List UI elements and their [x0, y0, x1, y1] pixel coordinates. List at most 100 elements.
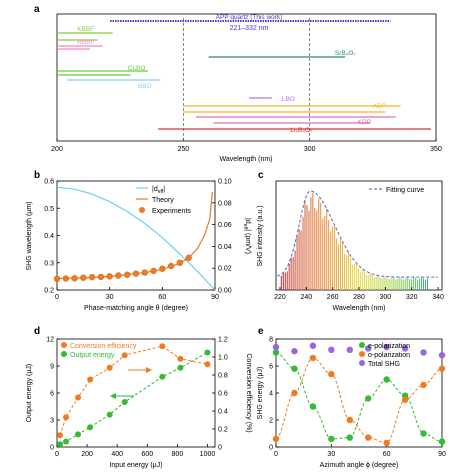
panel-c-legend-text: Fitting curve: [386, 187, 424, 194]
b-y2tick-label-3: 0.06: [218, 222, 232, 229]
legend-out-text: Output energy: [70, 352, 115, 359]
d-output-point-1: [63, 438, 70, 445]
panel-b-y2label: |deff| (pm/V): [242, 218, 251, 254]
e-point-1-4: [346, 416, 353, 424]
legend-deff-text: |deff|: [152, 186, 165, 195]
panel-c-xlabel: Wavelength (nm): [332, 305, 385, 312]
b-xtick-label-3: 90: [211, 294, 219, 301]
e-xtick-label-0: 0: [274, 451, 278, 458]
panel-label-a: a: [34, 4, 40, 15]
panel-d-xlabel: Input energy (μJ): [109, 462, 162, 469]
a-series-label-9: Li₂B₄O₇: [290, 127, 312, 134]
panel-d-chart: 0 200 400 600 800 100003691200.20.40.60.81.01…: [26, 337, 252, 470]
b-experiment-point-2: [71, 275, 78, 282]
panel-label-d: d: [34, 326, 40, 337]
d-efficiency-point-5: [121, 352, 128, 359]
panel-label-c: c: [258, 170, 264, 181]
a-series-label-7: ADP: [373, 103, 386, 110]
b-experiment-point-7: [115, 272, 122, 279]
panel-b-chart: 0 30 60 90 0.2 0.3 0.4 0.5 0.6 0.00 0.02 0.04 0.06 0.…: [26, 179, 251, 313]
a-xtick-label-0: 200: [51, 146, 63, 153]
e-point-0-4: [346, 434, 353, 441]
e-xtick-label-2: 60: [383, 451, 391, 458]
panel-e-chart: 0 30 60 90 0 2 4 6 8 Azimuth angle ϕ (degree) SH…: [257, 337, 446, 470]
d-y2tick-label-4: 0.8: [218, 373, 228, 380]
legend-eff-text: Conversion efficiency: [70, 343, 137, 350]
a-series-label-8: KDP: [358, 119, 371, 126]
legend-experiments-marker: [139, 207, 145, 213]
d-efficiency-point-4: [106, 364, 113, 371]
e-point-1-1: [291, 389, 298, 397]
b-experiment-point-6: [106, 273, 113, 280]
d-efficiency-point-1: [63, 414, 70, 421]
b-experiment-point-5: [97, 273, 105, 281]
d-xtick-label-3: 600: [141, 451, 153, 458]
d-xtick-label-0: 0: [55, 451, 59, 458]
panel-d-ylabel: Output energy (μJ): [26, 364, 33, 423]
legend-deff-sub: eff: [158, 189, 164, 195]
b-xtick-label-0: 0: [55, 294, 59, 301]
e-ytick-label-2: 4: [269, 391, 273, 398]
e-point-1-0: [272, 435, 280, 443]
c-xtick-label-0: 220: [274, 294, 286, 301]
panel-c-chart: 220 240 260 280 300 320 340 Wavelength (nm) SH…: [257, 180, 444, 312]
e-point-1-6: [383, 439, 390, 447]
d-ytick-label-2: 6: [50, 391, 54, 398]
legend-theory-text: Theory: [152, 197, 174, 204]
y2label-b-bar: |d: [244, 218, 251, 224]
d-output-point-3: [87, 424, 94, 431]
e-point-0-9: [438, 438, 446, 445]
d-ytick-label-4: 12: [46, 337, 54, 344]
d-output-point-0: [57, 441, 64, 448]
c-xtick-label-6: 340: [432, 294, 444, 301]
a-series-label-5: BBO: [138, 83, 152, 90]
panel-d-arrow-right: [128, 367, 152, 373]
panel-b-legend: |deff| Theory Experiments: [136, 186, 191, 215]
d-ytick-label-3: 9: [50, 364, 54, 371]
e-point-0-1: [291, 365, 298, 372]
panel-a-frame: [56, 13, 437, 142]
panel-d-y2label: Conversion efficiency (%): [245, 353, 252, 432]
a-series-label-0: APP quartz (This work): [216, 14, 283, 21]
legend-e-text: e-polarization: [368, 343, 410, 350]
legend-out-marker: [61, 351, 67, 357]
e-point-0-3: [328, 435, 335, 443]
d-y2tick-label-0: 0: [218, 445, 222, 452]
d-output-point-5: [121, 399, 128, 405]
b-experiment-point-12: [159, 265, 166, 272]
panel-d-arrow-left: [110, 393, 134, 399]
b-experiment-point-0: [53, 275, 61, 283]
b-experiment-point-11: [150, 267, 157, 275]
panel-d-legend: Conversion efficiency Output energy: [61, 342, 137, 359]
panel-a-xlabel: Wavelength (nm): [219, 156, 272, 163]
d-xtick-label-4: 800: [172, 451, 184, 458]
a-series-label-4: CLBO: [128, 65, 146, 72]
b-experiment-point-3: [80, 274, 87, 281]
d-y2tick-label-5: 1.0: [218, 355, 228, 362]
d-output-point-4: [106, 411, 113, 418]
d-output-point-7: [177, 364, 184, 371]
b-series-deff-line: [56, 186, 216, 291]
legend-o-text: o-polarization: [368, 352, 410, 359]
e-point-2-4: [346, 346, 353, 353]
e-fit-0: [275, 352, 443, 443]
e-point-1-9: [438, 365, 446, 372]
d-efficiency-point-3: [87, 376, 94, 383]
c-xtick-label-4: 300: [380, 294, 392, 301]
e-point-1-7: [401, 396, 409, 403]
d-y2tick-label-1: 0.2: [218, 427, 228, 434]
b-experiment-point-8: [124, 271, 131, 278]
e-point-2-7: [401, 345, 409, 352]
d-efficiency-point-0: [57, 432, 64, 439]
e-point-1-5: [365, 434, 372, 441]
b-experiment-point-13: [167, 262, 175, 270]
e-point-2-0: [272, 343, 280, 351]
b-experiment-point-10: [141, 269, 148, 276]
b-experiment-point-1: [62, 275, 69, 282]
c-xtick-label-5: 320: [406, 294, 418, 301]
e-point-2-9: [438, 352, 446, 359]
b-xtick-label-2: 60: [158, 294, 166, 301]
panel-label-e: e: [258, 326, 264, 337]
a-series-label-3: SrB₄O₇: [335, 50, 356, 57]
